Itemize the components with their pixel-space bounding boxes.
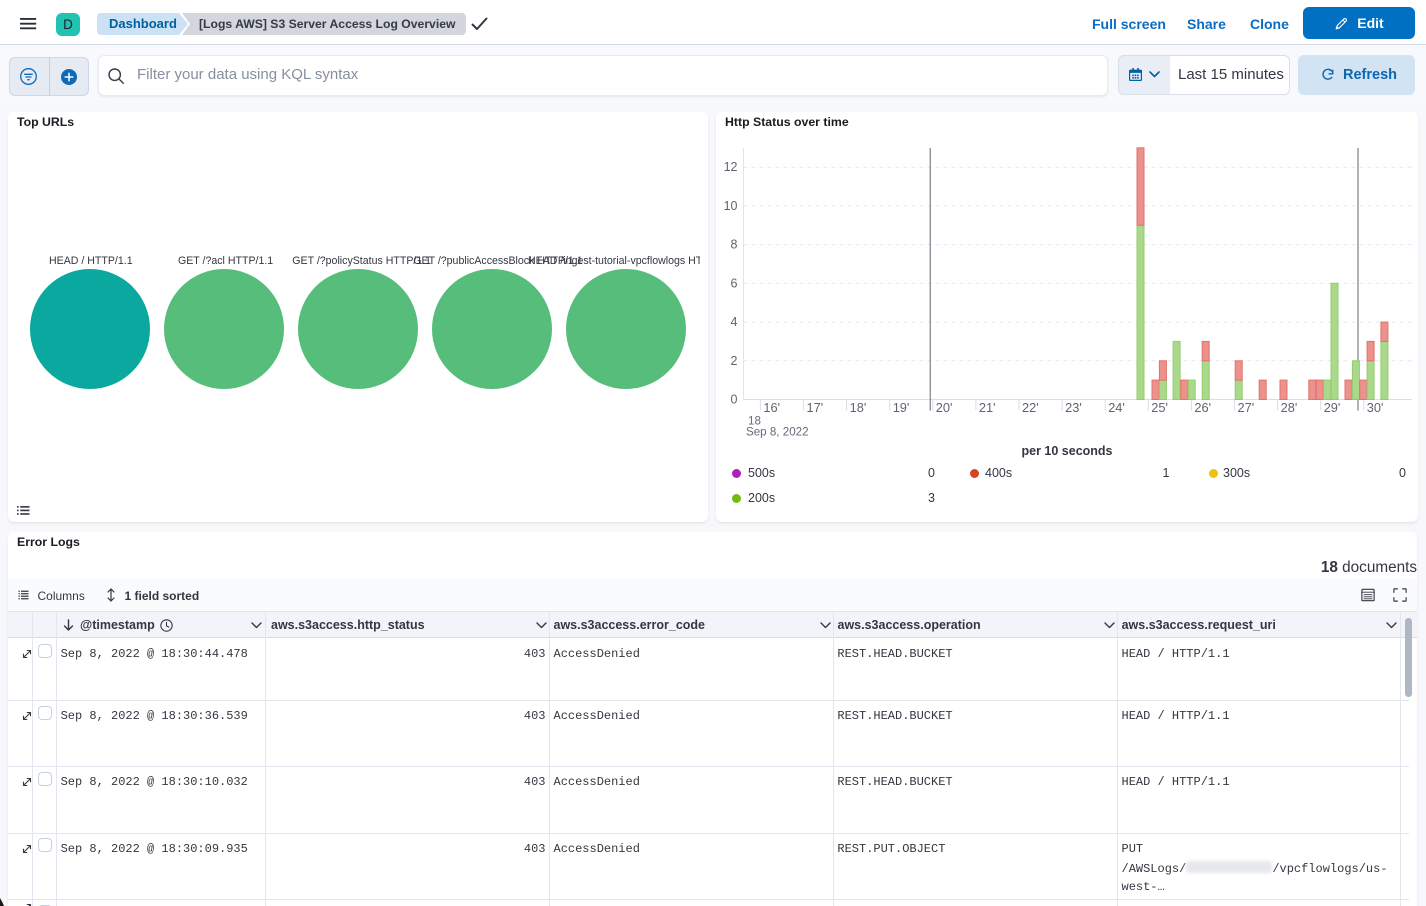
svg-text:19': 19'	[893, 400, 910, 415]
svg-text:22': 22'	[1022, 400, 1039, 415]
svg-text:29': 29'	[1324, 400, 1341, 415]
svg-text:17': 17'	[807, 400, 824, 415]
svg-text:30': 30'	[1367, 400, 1384, 415]
svg-text:0: 0	[731, 393, 738, 407]
svg-text:27': 27'	[1238, 400, 1255, 415]
svg-text:25': 25'	[1151, 400, 1168, 415]
svg-text:12: 12	[724, 160, 738, 174]
svg-text:8: 8	[731, 238, 738, 252]
svg-text:24': 24'	[1108, 400, 1125, 415]
svg-text:23': 23'	[1065, 400, 1082, 415]
svg-text:4: 4	[731, 315, 738, 329]
svg-text:18: 18	[748, 415, 761, 428]
svg-text:28': 28'	[1281, 400, 1298, 415]
svg-text:16': 16'	[763, 400, 780, 415]
svg-text:10: 10	[724, 199, 738, 213]
svg-text:18': 18'	[850, 400, 867, 415]
svg-text:2: 2	[731, 354, 738, 368]
svg-text:20': 20'	[936, 400, 953, 415]
svg-text:6: 6	[731, 276, 738, 290]
svg-text:Sep 8, 2022: Sep 8, 2022	[746, 426, 809, 439]
svg-text:26': 26'	[1194, 400, 1211, 415]
svg-text:21': 21'	[979, 400, 996, 415]
